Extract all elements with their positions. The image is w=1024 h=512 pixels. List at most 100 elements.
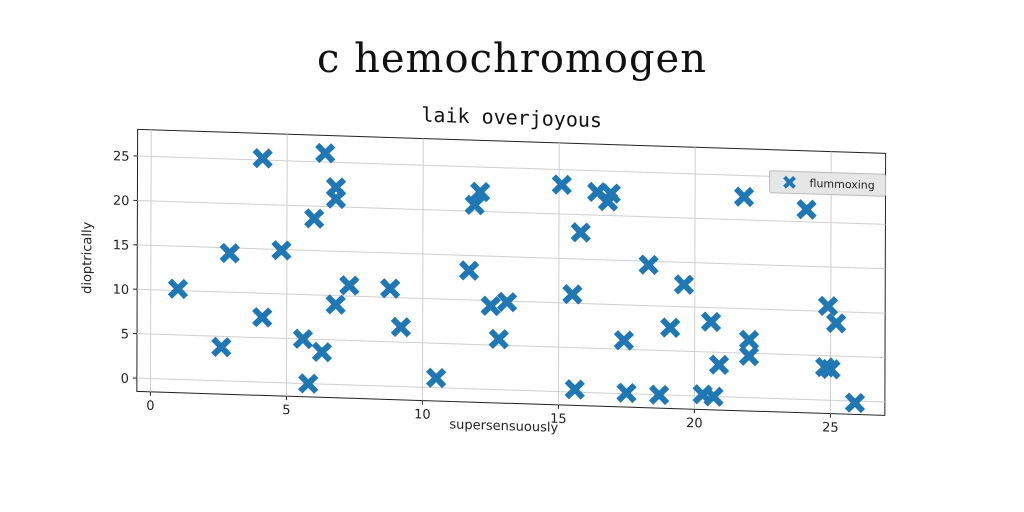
data-point [733, 186, 755, 208]
x-tick-label: 0 [146, 399, 154, 414]
data-point [458, 260, 480, 281]
marker-stroke [738, 346, 760, 366]
data-point [703, 386, 724, 407]
x-grid-line [693, 147, 696, 410]
marker-stroke [480, 295, 501, 316]
page-title: c hemochromogen [317, 36, 707, 82]
data-point [660, 317, 681, 338]
marker-stroke [211, 337, 232, 357]
data-point [844, 392, 866, 414]
data-point [570, 222, 591, 243]
marker-stroke [673, 274, 695, 295]
data-point [292, 328, 314, 350]
legend-label: flummoxing [810, 177, 875, 192]
data-point [820, 358, 841, 380]
data-point [551, 174, 572, 196]
x-tick-label: 15 [550, 412, 567, 428]
marker-stroke [252, 148, 273, 169]
marker-stroke [325, 294, 346, 315]
marker-stroke [783, 175, 796, 189]
marker-stroke [700, 311, 722, 332]
data-point [311, 341, 333, 363]
data-point [613, 330, 635, 351]
data-point [464, 194, 485, 216]
y-tick-label: 0 [121, 372, 129, 387]
axis-ticks: 0 5 10 15 20 25 0 5 10 15 20 25 [113, 149, 839, 436]
marker-stroke [820, 359, 841, 380]
marker-stroke [464, 195, 485, 215]
grid-lines [136, 129, 886, 414]
marker-stroke [817, 296, 839, 316]
marker-stroke [648, 384, 670, 405]
data-point [708, 354, 730, 376]
legend-marker [783, 175, 796, 189]
data-point [796, 199, 817, 220]
y-axis-label: dioptrically [80, 221, 95, 294]
legend-marker-icon [783, 175, 796, 189]
marker-stroke [458, 260, 480, 281]
marker-stroke [379, 278, 401, 299]
marker-stroke [616, 382, 637, 403]
data-point [700, 311, 722, 333]
chart-title: laik overjoyous [421, 102, 602, 132]
data-point [817, 295, 839, 317]
x-tick-label: 25 [822, 420, 839, 436]
marker-stroke [708, 354, 730, 375]
marker-stroke [311, 342, 333, 362]
marker-stroke [796, 199, 817, 220]
data-point [211, 336, 232, 358]
marker-stroke [304, 208, 325, 229]
data-point [339, 275, 360, 296]
x-tick-label: 10 [414, 407, 431, 423]
data-point [219, 242, 240, 264]
marker-stroke [167, 278, 189, 299]
data-point [390, 316, 412, 338]
data-point [325, 176, 347, 198]
marker-stroke [390, 317, 412, 337]
data-point [673, 274, 695, 295]
marker-stroke [325, 177, 347, 198]
data-point [496, 291, 518, 313]
data-point [826, 312, 847, 334]
marker-stroke [271, 240, 292, 261]
marker-stroke [600, 183, 621, 204]
data-point [564, 379, 585, 400]
legend: flummoxing [769, 170, 887, 197]
data-point [425, 367, 447, 389]
y-grid-line [136, 377, 885, 403]
marker-stroke [738, 330, 760, 350]
marker-stroke [613, 330, 635, 351]
marker-stroke [703, 386, 724, 407]
plot-frame [136, 128, 887, 416]
marker-stroke [470, 181, 491, 202]
x-grid-line [149, 129, 152, 392]
data-point [488, 328, 509, 350]
x-axis-label: supersensuously [449, 417, 558, 435]
data-point [379, 278, 401, 299]
data-point [315, 142, 336, 164]
data-point [167, 278, 189, 300]
data-point [252, 147, 273, 169]
data-point [648, 384, 670, 406]
x-tick-label: 20 [686, 416, 703, 432]
data-point [480, 295, 501, 317]
data-point [616, 382, 637, 404]
y-tick-label: 25 [113, 149, 130, 165]
data-point [271, 240, 292, 261]
marker-stroke [570, 222, 591, 243]
marker-stroke [551, 174, 572, 195]
y-grid-line [137, 333, 886, 359]
data-point [638, 254, 659, 276]
y-tick-label: 5 [121, 327, 129, 342]
marker-stroke [844, 392, 866, 413]
x-grid-line [421, 138, 424, 401]
data-markers [167, 142, 866, 414]
legend-box [769, 170, 887, 197]
x-grid-line [285, 134, 288, 397]
data-point [738, 345, 760, 367]
y-tick-label: 10 [113, 282, 130, 298]
data-point [738, 329, 760, 351]
marker-stroke [292, 329, 314, 349]
data-point [325, 294, 346, 315]
